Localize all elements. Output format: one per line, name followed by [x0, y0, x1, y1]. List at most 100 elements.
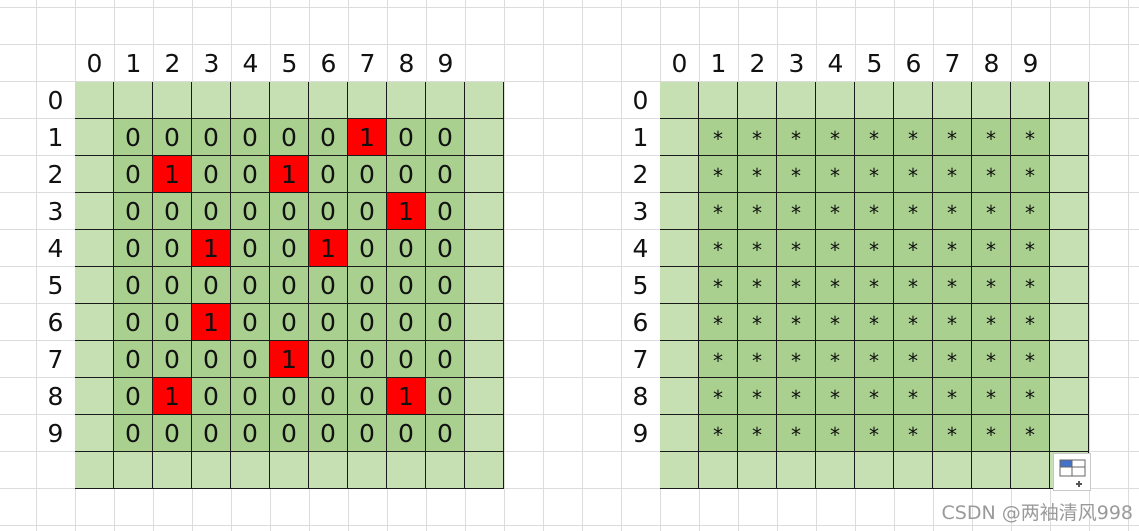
border-cell[interactable]	[75, 304, 114, 341]
border-cell[interactable]	[465, 156, 504, 193]
border-cell[interactable]	[1050, 156, 1089, 193]
board-cell[interactable]: *	[855, 415, 894, 452]
board-cell[interactable]: *	[933, 156, 972, 193]
board-cell[interactable]: 0	[426, 378, 465, 415]
board-cell[interactable]: *	[855, 119, 894, 156]
board-cell[interactable]: 0	[309, 341, 348, 378]
border-cell[interactable]	[75, 119, 114, 156]
board-cell[interactable]: *	[933, 304, 972, 341]
board-cell[interactable]: *	[972, 230, 1011, 267]
border-cell[interactable]	[660, 452, 699, 489]
board-cell[interactable]: 0	[114, 378, 153, 415]
board-cell[interactable]: *	[933, 193, 972, 230]
board-cell[interactable]: 0	[153, 230, 192, 267]
board-cell[interactable]: 0	[309, 267, 348, 304]
board-cell[interactable]: *	[777, 341, 816, 378]
border-cell[interactable]	[816, 82, 855, 119]
board-cell[interactable]: *	[855, 230, 894, 267]
border-cell[interactable]	[270, 452, 309, 489]
board-cell[interactable]: 0	[348, 415, 387, 452]
border-cell[interactable]	[465, 193, 504, 230]
border-cell[interactable]	[777, 452, 816, 489]
board-cell[interactable]: *	[972, 415, 1011, 452]
board-cell[interactable]: *	[894, 415, 933, 452]
border-cell[interactable]	[309, 82, 348, 119]
board-cell[interactable]: 1	[387, 193, 426, 230]
border-cell[interactable]	[465, 378, 504, 415]
board-cell[interactable]: *	[699, 119, 738, 156]
board-cell[interactable]: 0	[153, 193, 192, 230]
board-cell[interactable]: *	[816, 341, 855, 378]
border-cell[interactable]	[855, 82, 894, 119]
board-cell[interactable]: *	[816, 304, 855, 341]
border-cell[interactable]	[660, 267, 699, 304]
border-cell[interactable]	[75, 378, 114, 415]
border-cell[interactable]	[465, 230, 504, 267]
board-cell[interactable]: 0	[231, 267, 270, 304]
board-cell[interactable]: 0	[426, 193, 465, 230]
board-cell[interactable]: *	[1011, 378, 1050, 415]
board-cell[interactable]: *	[738, 415, 777, 452]
border-cell[interactable]	[75, 341, 114, 378]
board-cell[interactable]: *	[777, 304, 816, 341]
border-cell[interactable]	[426, 82, 465, 119]
board-cell[interactable]: *	[777, 415, 816, 452]
board-cell[interactable]: *	[855, 341, 894, 378]
border-cell[interactable]	[75, 230, 114, 267]
border-cell[interactable]	[114, 452, 153, 489]
board-cell[interactable]: *	[1011, 415, 1050, 452]
board-cell[interactable]: 0	[114, 304, 153, 341]
board-cell[interactable]: 1	[153, 156, 192, 193]
border-cell[interactable]	[894, 82, 933, 119]
board-cell[interactable]: 0	[309, 119, 348, 156]
board-cell[interactable]: *	[894, 378, 933, 415]
border-cell[interactable]	[465, 415, 504, 452]
board-cell[interactable]: *	[1011, 304, 1050, 341]
board-cell[interactable]: 0	[153, 304, 192, 341]
border-cell[interactable]	[75, 267, 114, 304]
board-cell[interactable]: *	[894, 304, 933, 341]
board-cell[interactable]: 0	[348, 230, 387, 267]
border-cell[interactable]	[309, 452, 348, 489]
border-cell[interactable]	[75, 193, 114, 230]
border-cell[interactable]	[1011, 452, 1050, 489]
border-cell[interactable]	[738, 452, 777, 489]
border-cell[interactable]	[387, 82, 426, 119]
border-cell[interactable]	[699, 82, 738, 119]
board-cell[interactable]: 0	[192, 193, 231, 230]
board-cell[interactable]: 0	[426, 119, 465, 156]
border-cell[interactable]	[114, 82, 153, 119]
board-cell[interactable]: *	[894, 267, 933, 304]
border-cell[interactable]	[1050, 193, 1089, 230]
board-cell[interactable]: 0	[309, 304, 348, 341]
board-cell[interactable]: *	[699, 341, 738, 378]
border-cell[interactable]	[75, 452, 114, 489]
board-cell[interactable]: 0	[426, 341, 465, 378]
board-cell[interactable]: *	[738, 193, 777, 230]
board-cell[interactable]: 0	[231, 378, 270, 415]
board-cell[interactable]: *	[777, 230, 816, 267]
board-cell[interactable]: 0	[348, 156, 387, 193]
board-cell[interactable]: 0	[192, 415, 231, 452]
border-cell[interactable]	[465, 341, 504, 378]
board-cell[interactable]: 0	[114, 230, 153, 267]
border-cell[interactable]	[153, 82, 192, 119]
board-cell[interactable]: *	[972, 341, 1011, 378]
board-cell[interactable]: *	[972, 378, 1011, 415]
board-cell[interactable]: *	[855, 156, 894, 193]
board-cell[interactable]: 0	[387, 156, 426, 193]
board-cell[interactable]: 0	[270, 230, 309, 267]
board-cell[interactable]: 0	[387, 304, 426, 341]
border-cell[interactable]	[1050, 82, 1089, 119]
border-cell[interactable]	[1011, 82, 1050, 119]
border-cell[interactable]	[894, 452, 933, 489]
board-cell[interactable]: 0	[231, 304, 270, 341]
border-cell[interactable]	[660, 119, 699, 156]
border-cell[interactable]	[75, 156, 114, 193]
board-cell[interactable]: 0	[426, 304, 465, 341]
board-cell[interactable]: 1	[348, 119, 387, 156]
border-cell[interactable]	[855, 452, 894, 489]
board-cell[interactable]: *	[777, 119, 816, 156]
border-cell[interactable]	[1050, 415, 1089, 452]
board-cell[interactable]: *	[894, 341, 933, 378]
